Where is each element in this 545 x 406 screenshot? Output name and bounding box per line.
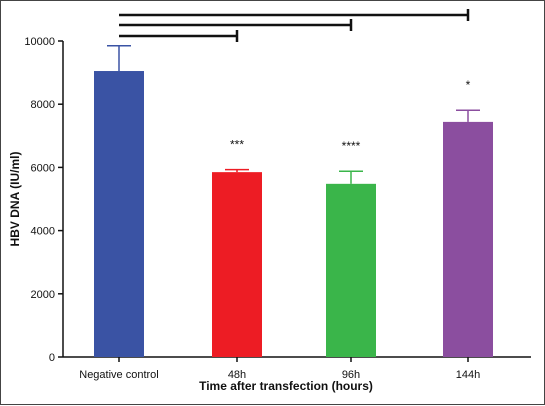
- y-axis-title: HBV DNA (IU/ml): [8, 152, 22, 247]
- y-axis: 0 2000 4000 6000 8000 10000: [24, 36, 64, 364]
- significance-label: ****: [342, 139, 361, 153]
- significance-label: ***: [230, 138, 244, 152]
- y-tick-label: 6000: [31, 162, 55, 174]
- x-tick-label: Negative control: [79, 369, 159, 381]
- y-tick-label: 0: [49, 352, 55, 364]
- significance-brackets: [119, 9, 470, 42]
- bar: [212, 172, 262, 357]
- y-tick-label: 2000: [31, 289, 55, 301]
- x-tick-label: 96h: [342, 369, 360, 381]
- bar: [94, 71, 144, 358]
- x-tick-label: 144h: [456, 369, 480, 381]
- bars-group: *** *****: [94, 44, 493, 358]
- y-tick-label: 4000: [31, 226, 55, 238]
- y-tick-label: 8000: [31, 99, 55, 111]
- y-tick-label: 10000: [24, 36, 55, 48]
- significance-label: *: [466, 78, 471, 92]
- x-axis: Negative control 48h 96h 144h: [63, 356, 531, 381]
- x-axis-title: Time after transfection (hours): [199, 379, 373, 393]
- bar: [443, 121, 493, 358]
- bar: [326, 183, 376, 357]
- x-tick-label: 48h: [228, 369, 246, 381]
